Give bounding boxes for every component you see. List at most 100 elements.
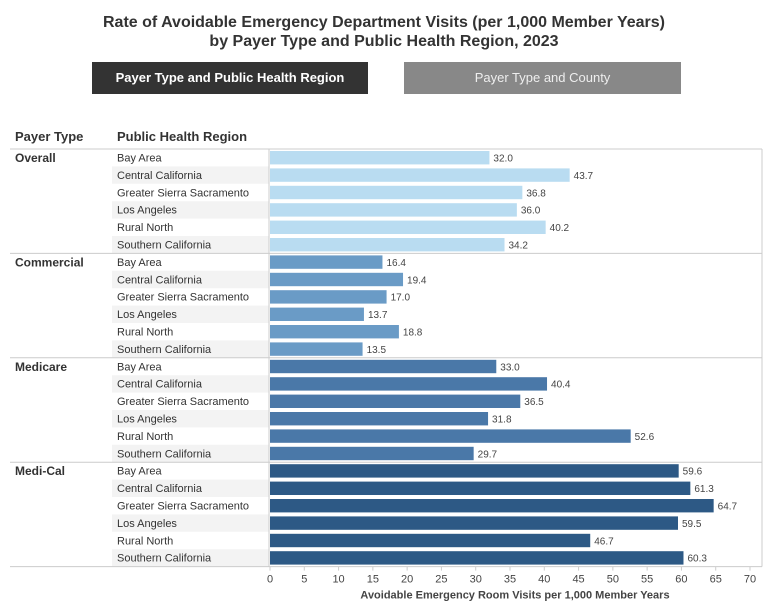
bar-medicare-0 [270, 359, 497, 374]
x-tick-label: 40 [538, 574, 550, 586]
x-tick-label: 30 [470, 574, 482, 586]
region-label: Southern California [117, 553, 212, 565]
row-band [112, 444, 269, 463]
bar-medi-cal-0 [270, 464, 679, 478]
region-label: Los Angeles [117, 414, 177, 426]
data-label: 52.6 [635, 432, 655, 443]
region-label: Rural North [117, 222, 173, 234]
region-label: Central California [117, 379, 203, 391]
row-band [112, 410, 269, 428]
data-label: 18.8 [403, 328, 423, 339]
bar-medicare-3 [270, 412, 489, 426]
data-label: 32.0 [493, 154, 513, 165]
bar-medi-cal-5 [270, 551, 684, 565]
data-label: 36.0 [521, 206, 541, 217]
row-band [112, 514, 269, 532]
payer-type-label: Medi-Cal [15, 464, 65, 478]
chart-title-line2: by Payer Type and Public Health Region, … [209, 33, 559, 50]
x-tick-label: 60 [675, 574, 687, 586]
region-label: Bay Area [117, 466, 163, 478]
x-tick-label: 15 [367, 574, 379, 586]
region-header: Public Health Region [117, 129, 248, 144]
x-tick-label: 5 [301, 574, 307, 586]
bar-medi-cal-2 [270, 499, 714, 513]
data-label: 13.5 [367, 345, 387, 356]
region-label: Greater Sierra Sacramento [117, 501, 249, 513]
bar-commercial-4 [270, 325, 399, 339]
row-band [112, 549, 269, 567]
region-label: Southern California [117, 240, 212, 252]
x-tick-label: 50 [607, 574, 619, 586]
data-label: 16.4 [386, 258, 406, 269]
data-label: 59.6 [683, 467, 703, 478]
region-label: Southern California [117, 344, 212, 356]
x-tick-label: 45 [572, 574, 584, 586]
row-band [112, 479, 269, 497]
row-band [112, 340, 269, 358]
x-tick-label: 10 [332, 574, 344, 586]
data-label: 36.8 [526, 188, 546, 199]
data-label: 59.5 [682, 519, 702, 530]
row-band [112, 305, 269, 323]
x-tick-label: 0 [267, 574, 273, 586]
row-band [112, 236, 269, 254]
bar-overall-3 [270, 203, 517, 217]
payer-type-label: Medicare [15, 360, 67, 374]
region-label: Los Angeles [117, 309, 177, 321]
data-label: 17.0 [391, 293, 411, 304]
data-label: 40.4 [551, 380, 571, 391]
region-label: Rural North [117, 535, 173, 547]
payer-type-region-button[interactable]: Payer Type and Public Health Region [92, 62, 368, 94]
payer-type-label: Commercial [15, 255, 84, 269]
bar-commercial-0 [270, 255, 383, 269]
data-label: 61.3 [694, 484, 714, 495]
bar-overall-2 [270, 185, 523, 200]
data-label: 19.4 [407, 275, 427, 286]
data-label: 36.5 [524, 397, 544, 408]
region-label: Bay Area [117, 361, 163, 373]
region-label: Rural North [117, 327, 173, 339]
x-tick-label: 25 [435, 574, 447, 586]
data-label: 33.0 [500, 362, 520, 373]
x-tick-label: 70 [744, 574, 756, 586]
data-label: 43.7 [574, 171, 594, 182]
region-label: Greater Sierra Sacramento [117, 396, 249, 408]
data-label: 34.2 [509, 241, 529, 252]
bar-medicare-5 [270, 446, 474, 461]
region-label: Bay Area [117, 153, 163, 165]
x-tick-label: 55 [641, 574, 653, 586]
row-band [112, 375, 269, 393]
bar-overall-4 [270, 220, 546, 234]
data-label: 13.7 [368, 310, 388, 321]
bar-medicare-2 [270, 394, 521, 408]
region-label: Central California [117, 170, 203, 182]
payer-type-county-button[interactable]: Payer Type and County [404, 62, 681, 94]
bar-medi-cal-3 [270, 516, 678, 530]
region-label: Southern California [117, 448, 212, 460]
data-label: 40.2 [550, 223, 570, 234]
region-label: Greater Sierra Sacramento [117, 187, 249, 199]
data-label: 46.7 [594, 536, 614, 547]
data-label: 29.7 [478, 449, 498, 460]
region-label: Central California [117, 274, 203, 286]
bar-medicare-4 [270, 429, 631, 443]
data-label: 64.7 [718, 502, 738, 513]
bar-commercial-2 [270, 290, 387, 304]
row-band [112, 201, 269, 219]
bar-overall-5 [270, 238, 505, 252]
bar-commercial-5 [270, 342, 363, 356]
x-tick-label: 65 [710, 574, 722, 586]
bar-medicare-1 [270, 377, 548, 391]
bar-commercial-3 [270, 307, 364, 321]
x-tick-label: 20 [401, 574, 413, 586]
x-tick-label: 35 [504, 574, 516, 586]
region-label: Central California [117, 483, 203, 495]
region-label: Greater Sierra Sacramento [117, 292, 249, 304]
bar-medi-cal-1 [270, 481, 691, 495]
data-label: 60.3 [687, 554, 707, 565]
bar-overall-1 [270, 168, 570, 182]
region-label: Los Angeles [117, 518, 177, 530]
data-label: 31.8 [492, 415, 512, 426]
